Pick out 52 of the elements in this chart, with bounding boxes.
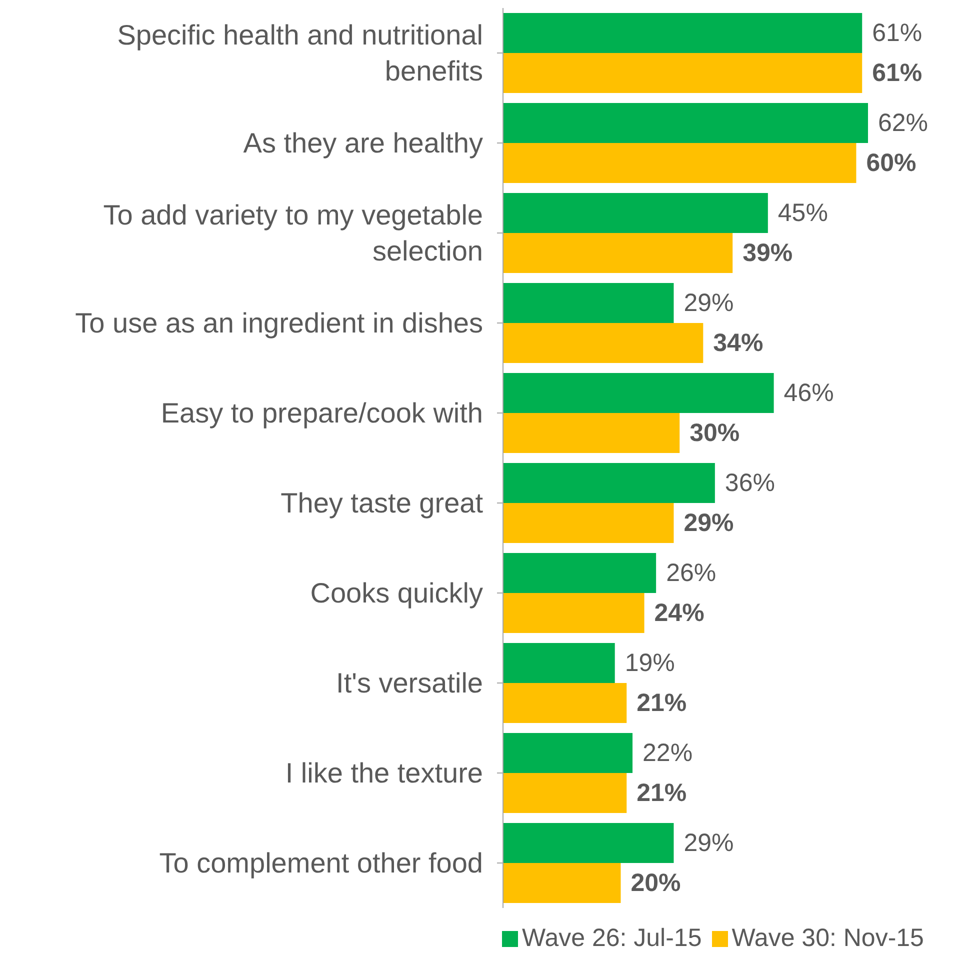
- bar: [503, 193, 768, 233]
- data-label: 21%: [636, 689, 687, 717]
- bar: [503, 233, 733, 273]
- bar: [503, 683, 627, 723]
- y-tick-label: As they are healthy: [243, 128, 483, 158]
- data-label: 36%: [724, 469, 775, 497]
- bar: [503, 143, 856, 183]
- data-label: 22%: [642, 739, 693, 767]
- y-tick-label: To complement other food: [159, 848, 483, 878]
- data-label: 61%: [872, 19, 922, 47]
- y-tick-label: Easy to prepare/cook with: [160, 398, 483, 428]
- data-label: 46%: [784, 379, 834, 407]
- legend-label: Wave 30: Nov-15: [732, 924, 924, 952]
- legend-label: Wave 26: Jul-15: [522, 924, 702, 952]
- data-label: 29%: [684, 289, 734, 317]
- bar: [503, 503, 674, 543]
- bar: [503, 553, 656, 593]
- data-label: 20%: [630, 869, 681, 897]
- data-label: 39%: [742, 239, 793, 267]
- bar: [503, 373, 774, 413]
- bar: [503, 323, 704, 363]
- data-label: 34%: [713, 329, 764, 357]
- y-tick-label: I like the texture: [285, 758, 483, 788]
- bar: [503, 823, 674, 863]
- y-tick-label: Cooks quickly: [310, 578, 483, 608]
- y-tick-label: To use as an ingredient in dishes: [75, 308, 483, 338]
- bar: [503, 463, 715, 503]
- y-tick-label: It's versatile: [336, 668, 483, 698]
- data-label: 21%: [636, 779, 687, 807]
- y-tick-label: Specific health and nutritional benefits: [117, 20, 483, 86]
- bar: [503, 283, 674, 323]
- y-tick-label: To add variety to my vegetable selection: [103, 200, 483, 266]
- bar: [503, 773, 627, 813]
- data-label: 29%: [684, 509, 734, 537]
- data-label: 61%: [872, 59, 922, 87]
- bar: [503, 53, 862, 93]
- data-label: 30%: [690, 419, 740, 447]
- data-label: 24%: [654, 599, 704, 627]
- data-label: 26%: [666, 559, 716, 587]
- bar: [503, 413, 680, 453]
- data-label: 60%: [866, 149, 916, 177]
- data-label: 29%: [684, 829, 734, 857]
- bar: [503, 13, 862, 53]
- data-label: 45%: [778, 199, 828, 227]
- bar: [503, 733, 633, 773]
- bar: [503, 643, 615, 683]
- data-label: 19%: [624, 649, 675, 677]
- bar: [503, 103, 868, 143]
- bar: [503, 863, 621, 903]
- data-label: 62%: [878, 109, 928, 137]
- y-tick-label: They taste great: [280, 488, 484, 518]
- bar: [503, 593, 644, 633]
